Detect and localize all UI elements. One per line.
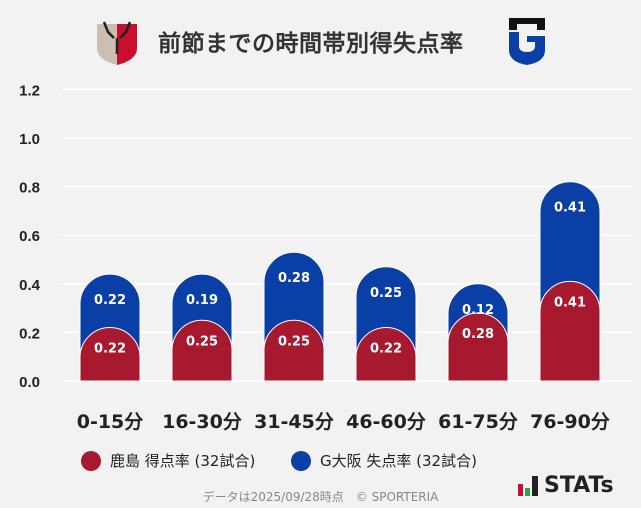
gamba-logo bbox=[509, 18, 545, 65]
data-label-kashima: 0.25 bbox=[278, 334, 310, 349]
data-label-kashima: 0.22 bbox=[370, 342, 402, 357]
x-tick-label: 31-45分 bbox=[254, 411, 334, 433]
x-tick-label: 61-75分 bbox=[438, 411, 518, 433]
footer-note: データは2025/09/28時点 © SPORTERIA bbox=[202, 490, 439, 504]
data-label-gamba: 0.25 bbox=[370, 286, 402, 301]
data-label-gamba: 0.28 bbox=[278, 271, 310, 286]
bar-kashima-scored bbox=[355, 327, 417, 382]
x-tick-label: 76-90分 bbox=[530, 411, 610, 433]
legend-item-kashima: 鹿島 得点率 (32試合) bbox=[81, 450, 255, 471]
legend-item-gamba: G大阪 失点率 (32試合) bbox=[291, 450, 477, 471]
legend-label: 鹿島 得点率 (32試合) bbox=[110, 452, 256, 470]
x-tick-label: 16-30分 bbox=[162, 411, 242, 433]
stats-logo-icon bbox=[518, 476, 538, 496]
stats-brand: STATs bbox=[518, 473, 614, 498]
x-tick-label: 0-15分 bbox=[77, 411, 144, 433]
data-label-kashima: 0.25 bbox=[186, 334, 218, 349]
chart-title: 前節までの時間帯別得失点率 bbox=[158, 31, 464, 57]
stats-brand-text: STATs bbox=[544, 473, 614, 498]
bar-chart: 0.0 0.2 0.4 0.6 0.8 1.0 1.2 0.22 0.22 0-15分 0.19 0.… bbox=[19, 82, 632, 433]
bar-kashima-scored bbox=[539, 280, 601, 382]
bar-kashima-scored bbox=[79, 327, 141, 382]
x-tick-label: 46-60分 bbox=[346, 411, 426, 433]
y-tick-label: 0.0 bbox=[19, 374, 40, 391]
y-tick-label: 0.6 bbox=[19, 228, 40, 245]
y-tick-label: 1.0 bbox=[19, 131, 40, 148]
y-tick-label: 0.8 bbox=[19, 180, 40, 197]
bar-kashima-scored bbox=[171, 319, 233, 382]
data-label-kashima: 0.28 bbox=[462, 327, 494, 342]
y-tick-label: 0.4 bbox=[19, 277, 41, 294]
y-tick-label: 0.2 bbox=[19, 325, 40, 342]
legend-swatch-red bbox=[81, 450, 101, 471]
data-label-kashima: 0.41 bbox=[554, 295, 586, 310]
legend-label: G大阪 失点率 (32試合) bbox=[320, 452, 477, 470]
legend-swatch-blue bbox=[291, 450, 311, 471]
bar-kashima-scored bbox=[447, 312, 509, 382]
y-tick-label: 1.2 bbox=[19, 82, 40, 99]
data-label-gamba: 0.19 bbox=[186, 293, 218, 308]
data-label-gamba: 0.41 bbox=[554, 201, 586, 216]
data-label-gamba: 0.22 bbox=[94, 293, 126, 308]
data-label-kashima: 0.22 bbox=[94, 342, 126, 357]
kashima-logo bbox=[97, 21, 137, 65]
data-label-gamba: 0.12 bbox=[462, 303, 494, 318]
bar-kashima-scored bbox=[263, 319, 325, 382]
